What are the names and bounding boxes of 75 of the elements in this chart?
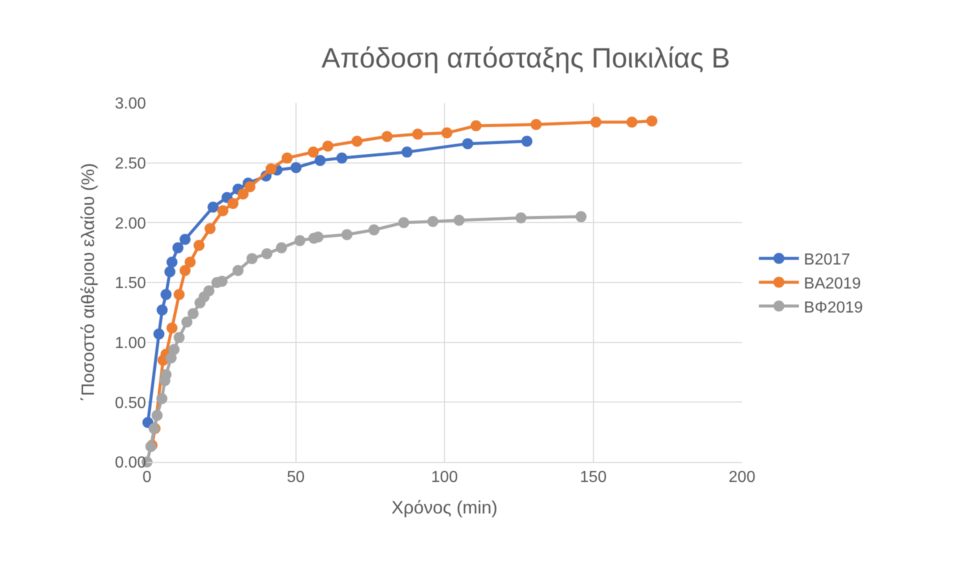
point: [208, 202, 219, 213]
point: [164, 266, 176, 278]
point: [152, 410, 163, 421]
y-axis-title: ΄Ποσοστό αιθέριου ελαίου (%): [78, 163, 98, 402]
point: [166, 322, 178, 334]
y-tick-label: 1.50: [114, 275, 146, 292]
point: [470, 120, 482, 132]
legend-label: B2017: [804, 252, 850, 269]
point: [282, 152, 293, 164]
x-tick-label: 200: [728, 469, 756, 486]
point: [188, 308, 199, 320]
point: [336, 152, 348, 164]
point: [382, 131, 393, 142]
point: [308, 146, 319, 158]
point: [402, 146, 413, 158]
chart-title: Απόδοση απόσταξης Ποικιλίας Β: [322, 42, 730, 74]
y-tick-label: 3.00: [114, 96, 146, 113]
point: [174, 288, 185, 300]
point: [352, 136, 363, 147]
y-tick-label: 2.50: [114, 155, 146, 172]
point: [530, 119, 542, 130]
point: [156, 393, 168, 404]
point: [646, 115, 658, 126]
point: [246, 253, 258, 264]
point: [217, 205, 228, 216]
y-tick-label: 2.00: [114, 215, 146, 232]
point: [322, 140, 334, 152]
point: [276, 242, 287, 254]
point: [341, 229, 352, 240]
x-tick-label: 50: [286, 469, 305, 486]
point: [203, 285, 214, 296]
y-tick-label: 1.00: [114, 334, 146, 352]
point: [180, 234, 191, 245]
point: [626, 116, 638, 128]
point: [204, 223, 216, 234]
point: [521, 136, 532, 147]
point: [227, 198, 238, 210]
y-tick-label: 0.00: [114, 454, 146, 472]
point: [576, 211, 587, 222]
point: [590, 116, 602, 128]
point: [194, 240, 205, 251]
point: [166, 352, 177, 364]
point: [168, 344, 180, 356]
point: [232, 265, 244, 276]
x-tick-label: 150: [580, 469, 607, 486]
point: [515, 212, 526, 224]
point: [153, 328, 164, 340]
y-tick-label: 0.50: [114, 394, 146, 412]
point: [184, 256, 196, 268]
point: [314, 154, 326, 166]
point: [294, 235, 306, 246]
point: [412, 128, 424, 140]
point: [454, 214, 465, 226]
point: [290, 162, 302, 174]
point: [181, 316, 192, 328]
point: [166, 256, 178, 268]
point: [427, 216, 438, 227]
x-tick-label: 100: [431, 469, 458, 486]
point: [174, 332, 185, 344]
point: [172, 242, 184, 254]
point: [156, 304, 168, 316]
point: [180, 265, 191, 276]
point: [238, 188, 249, 200]
point: [160, 288, 172, 300]
point: [462, 138, 474, 150]
point: [266, 163, 277, 174]
legend-label: BA2019: [804, 275, 861, 292]
point: [441, 127, 452, 138]
legend-label: BΦ2019: [804, 299, 864, 316]
point: [368, 224, 380, 236]
point: [398, 217, 410, 228]
x-axis-title: Χρόνος (min): [392, 497, 498, 518]
x-tick-label: 0: [142, 469, 152, 486]
point: [244, 181, 256, 192]
point: [261, 248, 272, 260]
